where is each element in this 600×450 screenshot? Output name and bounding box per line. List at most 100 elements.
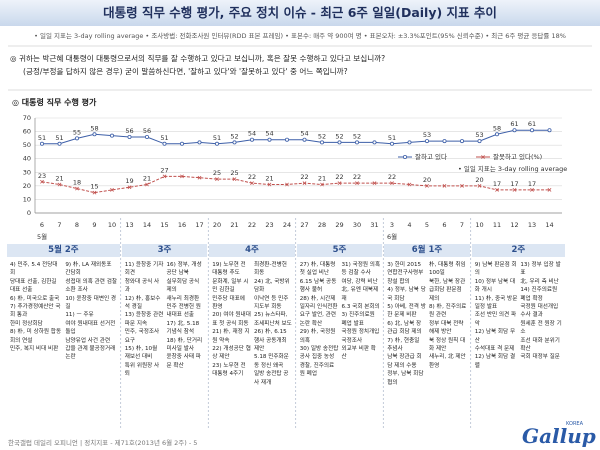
x-tick-label: 14 xyxy=(143,221,151,229)
issue-item: 11) 윤창중 기자회견 xyxy=(124,262,164,277)
point xyxy=(512,128,517,133)
issue-item: 7) 朴, 현충일 추념사 xyxy=(387,337,420,353)
point xyxy=(547,128,552,133)
issue-item: 경찰, 진주의료원 폐업 xyxy=(299,362,335,378)
issue-item: 8) 朴, 진주의료원 관련 xyxy=(429,304,467,319)
issue-item: 수석대표 격 문제 xyxy=(474,346,515,353)
series-line xyxy=(42,129,550,145)
point xyxy=(425,183,429,188)
point xyxy=(320,182,324,187)
week-panel: 2주 9) 남북 판문점 회의 10) 정부 남북 대화 개시 11) 朴, 중국 방… xyxy=(471,244,565,429)
issue-item: 여당, 강력 비난 xyxy=(341,278,378,285)
issue-list: 3) 한미 2015 연합전구사령부 창설 합의 4) 정부, 남북 당국 회담 5)… xyxy=(384,257,470,387)
issue-item: 국정원 대선개입 수사 결과 xyxy=(520,304,559,319)
point xyxy=(75,186,79,191)
issue-item: 31) 국정원 의혹 등 검찰 수사 xyxy=(341,262,381,277)
data-label: 54 xyxy=(265,130,273,138)
issue-item: 11) 朴, 중국 방문 일정 발표 xyxy=(474,295,518,311)
issue-item: 6) 北, 남북 장관급 회담 제의 xyxy=(387,320,422,336)
issue-item: 10) 윤창중 대변인 경질 xyxy=(65,295,117,311)
issue-item: 윤창중 사태 파문 확산 xyxy=(166,354,201,369)
point xyxy=(127,134,132,139)
issue-item: 朴, 대통령 취임 100일 xyxy=(429,262,466,277)
issue-item: 문화계, 일부 시민 김한길 xyxy=(212,278,249,294)
issue-item: 연합전구사령부 창설 합의 xyxy=(387,270,424,285)
issue-item: 최경환-전병헌 회동 xyxy=(254,262,287,277)
issue-item: 6.3 국회 본회의 xyxy=(341,304,380,311)
point xyxy=(442,139,447,144)
point xyxy=(250,181,254,186)
data-label: 22 xyxy=(353,173,361,181)
issue-item: 3) 진주의료원 폐업 발표 xyxy=(341,312,375,327)
week-title: 3주 xyxy=(121,244,208,257)
point xyxy=(494,132,499,137)
data-label: 52 xyxy=(318,132,326,140)
x-tick-label: 28 xyxy=(318,221,326,229)
issue-list: 11) 윤창중 기자회견 청와대 공식 사과 12) 朴, 홍보수석 경질 13) 윤… xyxy=(122,257,208,379)
issue-item: 13) 윤창중 관련 파문 지속 xyxy=(124,312,164,327)
chart-title: ◎ 대통령 직무 수행 평가 xyxy=(12,98,97,107)
point xyxy=(179,141,184,146)
issue-item: 정부 대북 전략 해제 방안 xyxy=(429,320,464,336)
issue-item: 민주, 복지 비대 비판 xyxy=(10,346,59,353)
data-label: 54 xyxy=(248,130,256,138)
data-label: 23 xyxy=(38,172,46,180)
point xyxy=(180,174,184,179)
data-label: 52 xyxy=(353,132,361,140)
issue-item: 성접대 의혹 관련 검찰 소환 조사 xyxy=(65,278,118,294)
point xyxy=(162,174,167,179)
data-label: 17 xyxy=(493,180,501,188)
data-label: 20 xyxy=(423,176,431,184)
y-tick-label: 60 xyxy=(23,128,31,136)
x-tick-label: 31 xyxy=(370,221,378,229)
point xyxy=(355,181,359,186)
issue-item: 12) 남북 회담 결렬 xyxy=(474,354,516,369)
data-label: 18 xyxy=(73,179,81,187)
issue-item: 남북 장관급 회담 제의 수용 xyxy=(387,354,422,369)
issue-item: 북 정상 원칙 대화 제안 xyxy=(429,337,466,353)
data-label: 61 xyxy=(510,120,518,128)
legend-marker xyxy=(402,154,407,159)
issue-item: 남양유업 사건 관련 xyxy=(65,337,111,344)
issue-item: 새누리, 北 제안 환영 xyxy=(429,354,466,369)
week-panel: 3주 11) 윤창중 기자회견 청와대 공식 사과 12) 朴, 홍보수석 경질 13)… xyxy=(121,244,208,429)
data-label: 20 xyxy=(475,176,483,184)
x-tick-label: 9 xyxy=(92,221,96,229)
issue-item: 北, 우리 측 비난 xyxy=(520,278,559,285)
point xyxy=(459,139,464,144)
point xyxy=(407,182,412,187)
data-label: 17 xyxy=(510,180,518,188)
issue-item: 19) 노무현 전 대통령 추도 xyxy=(212,262,246,277)
issue-item: 국회 대정부 질문 xyxy=(520,354,560,361)
issue-item: 당대표 선출, 김한길 대표 선출 xyxy=(10,278,57,294)
issue-item: 민주 전병헌 원내대표 선출 xyxy=(166,304,201,319)
x-tick-label: 14 xyxy=(545,221,553,229)
issue-item: 외교부 비판 확산 xyxy=(341,346,376,361)
point xyxy=(57,182,62,187)
point xyxy=(424,139,429,144)
point xyxy=(354,140,359,145)
survey-info: • 일일 지표는 3-day rolling average • 조사방법: 전… xyxy=(34,32,566,40)
x-tick-label: 30 xyxy=(353,221,361,229)
week-title: 4주 xyxy=(209,244,295,257)
x-tick-label: 23 xyxy=(265,221,273,229)
x-tick-label: 10 xyxy=(108,221,116,229)
point xyxy=(75,136,80,141)
issue-item: 실무회담 공식 제의 xyxy=(166,278,200,294)
data-label: 27 xyxy=(160,166,168,174)
point xyxy=(267,137,272,142)
point xyxy=(57,141,62,146)
point xyxy=(530,188,534,192)
issue-item: 청와대 공식 사과 xyxy=(124,278,160,294)
issue-item: 민주, 국정조사 요구 xyxy=(124,329,160,344)
data-label: 25 xyxy=(213,169,221,177)
point xyxy=(302,181,307,186)
point xyxy=(547,188,552,192)
x-tick-label: 29 xyxy=(335,221,343,229)
issue-item: 18) 朴, 단거리 미사일 발사 xyxy=(166,337,203,353)
x-tick-label: 4 xyxy=(407,221,411,229)
data-label: 17 xyxy=(528,180,536,188)
y-tick-label: 40 xyxy=(23,155,31,163)
data-label: 22 xyxy=(248,173,256,181)
